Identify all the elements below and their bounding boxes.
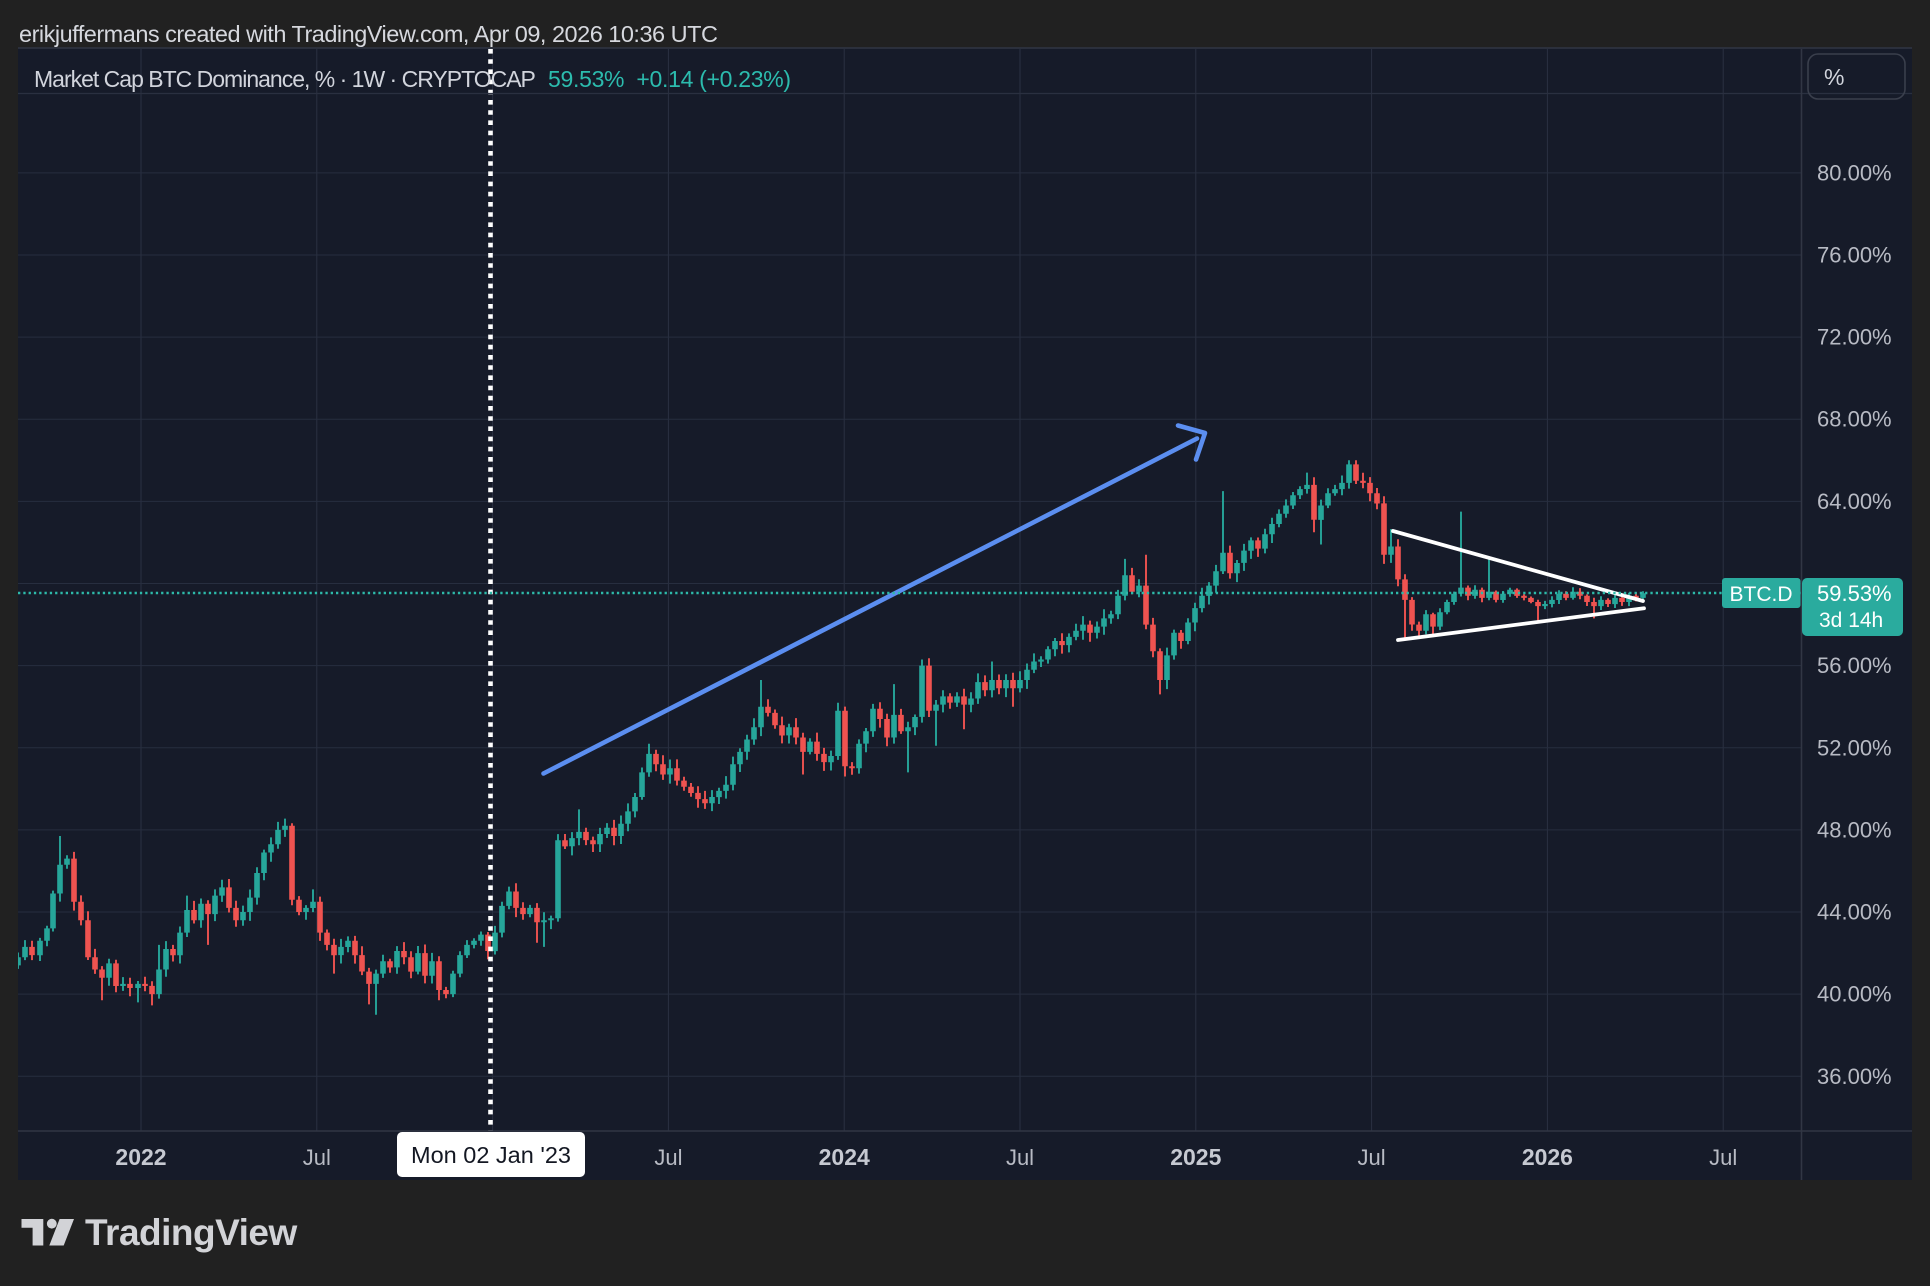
svg-text:3d 14h: 3d 14h <box>1819 609 1883 632</box>
svg-text:40.00%: 40.00% <box>1817 982 1892 1007</box>
svg-text:Mon 02 Jan '23: Mon 02 Jan '23 <box>411 1142 571 1168</box>
svg-text:56.00%: 56.00% <box>1817 653 1892 678</box>
svg-text:2025: 2025 <box>1170 1144 1221 1170</box>
svg-text:72.00%: 72.00% <box>1817 325 1892 350</box>
svg-text:erikjuffermans created with Tr: erikjuffermans created with TradingView.… <box>19 21 718 47</box>
svg-text:Jul: Jul <box>1709 1145 1737 1170</box>
svg-text:80.00%: 80.00% <box>1817 160 1892 185</box>
svg-text:36.00%: 36.00% <box>1817 1064 1892 1089</box>
svg-text:BTC.D: BTC.D <box>1730 583 1793 606</box>
svg-text:52.00%: 52.00% <box>1817 735 1892 760</box>
svg-text:59.53%: 59.53% <box>1817 581 1892 606</box>
svg-text:76.00%: 76.00% <box>1817 243 1892 268</box>
svg-text:Jul: Jul <box>303 1145 331 1170</box>
svg-text:2022: 2022 <box>115 1144 166 1170</box>
svg-text:2024: 2024 <box>819 1144 870 1170</box>
svg-text:59.53% +0.14 (+0.23%): 59.53% +0.14 (+0.23%) <box>548 66 791 92</box>
svg-text:68.00%: 68.00% <box>1817 407 1892 432</box>
svg-text:Jul: Jul <box>1358 1145 1386 1170</box>
svg-text:44.00%: 44.00% <box>1817 900 1892 925</box>
svg-text:64.00%: 64.00% <box>1817 489 1892 514</box>
svg-text:%: % <box>1824 64 1844 90</box>
svg-text:Jul: Jul <box>654 1145 682 1170</box>
svg-text:2026: 2026 <box>1522 1144 1573 1170</box>
svg-text:Market Cap BTC Dominance, % ·: Market Cap BTC Dominance, % · 1W · CRYPT… <box>34 66 536 92</box>
svg-text:48.00%: 48.00% <box>1817 817 1892 842</box>
svg-text:TradingView: TradingView <box>85 1212 297 1253</box>
svg-text:Jul: Jul <box>1006 1145 1034 1170</box>
